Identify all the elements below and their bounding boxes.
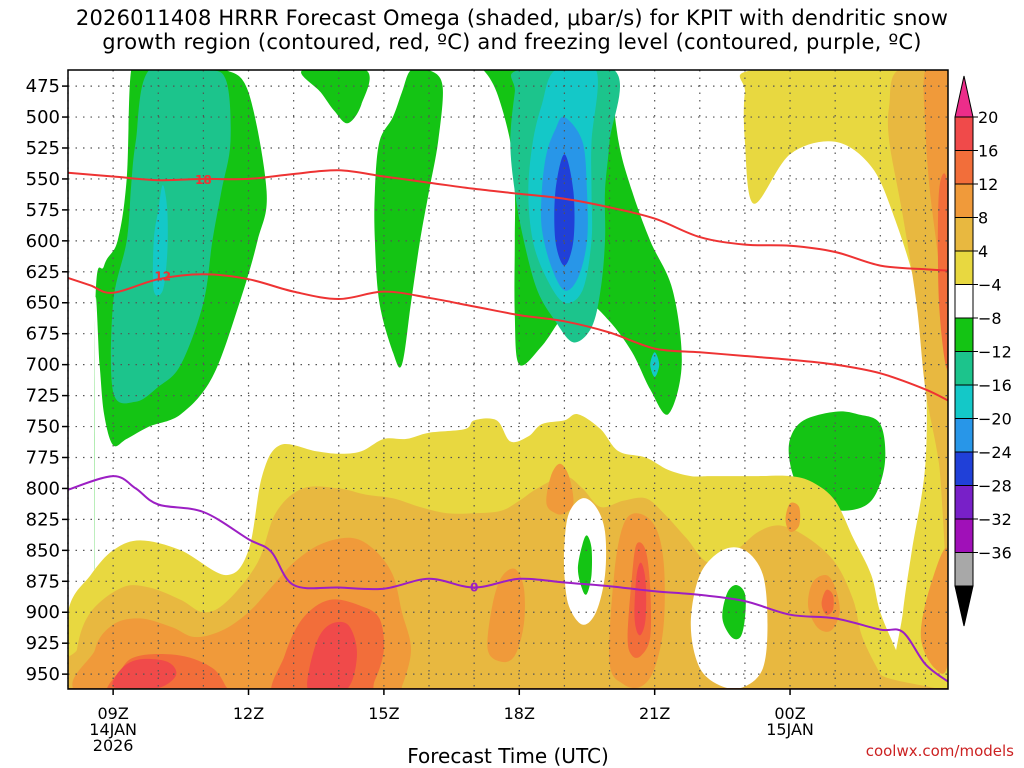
colorbar-swatch	[954, 284, 974, 319]
contour-label-0-1: 12	[154, 270, 171, 284]
colorbar-label: 12	[978, 175, 998, 194]
colorbar-label: −36	[978, 544, 1012, 563]
y-tick-label: 850	[26, 540, 60, 561]
contour-label-1-0: 0	[470, 580, 478, 594]
y-tick-label: 725	[26, 386, 60, 407]
colorbar-swatch	[954, 552, 974, 587]
x-tick-date: 15JAN	[766, 720, 814, 739]
colorbar-swatch	[954, 518, 974, 553]
credit-link[interactable]: coolwx.com/models	[865, 742, 1014, 760]
x-tick-date: 14JAN	[89, 720, 137, 739]
colorbar-label: −28	[978, 477, 1012, 496]
colorbar-swatch	[954, 485, 974, 520]
y-tick-label: 600	[26, 231, 60, 252]
colorbar-swatch	[954, 116, 974, 151]
omega-region-29	[634, 562, 647, 636]
x-tick-label: 18Z	[504, 704, 535, 723]
colorbar-label: −8	[978, 309, 1002, 328]
y-tick-label: 950	[26, 664, 60, 685]
plot-frame	[67, 69, 949, 690]
omega-region-24	[546, 463, 574, 515]
y-tick-label: 675	[26, 324, 60, 345]
colorbar-label: 16	[978, 142, 998, 161]
contour-0-1	[68, 273, 948, 402]
y-tick-label: 625	[26, 262, 60, 283]
colorbar-swatch	[954, 317, 974, 352]
colorbar-label: −24	[978, 443, 1012, 462]
omega-region-2	[152, 185, 168, 296]
y-tick-label: 750	[26, 417, 60, 438]
x-tick-label: 15Z	[368, 704, 399, 723]
colorbar-label: −20	[978, 410, 1012, 429]
colorbar-label: 20	[978, 108, 998, 127]
colorbar-label: −4	[978, 276, 1002, 295]
contour-1-0	[68, 475, 948, 683]
y-tick-label: 825	[26, 509, 60, 530]
colorbar-swatch	[954, 250, 974, 285]
y-tick-label: 925	[26, 633, 60, 654]
omega-region-35	[920, 547, 948, 674]
contour-label-0-0: 18	[195, 173, 212, 187]
chart-title-line2: growth region (contoured, red, ºC) and f…	[102, 30, 922, 54]
omega-region-10	[650, 352, 660, 377]
colorbar-swatch	[954, 217, 974, 252]
y-tick-label: 550	[26, 169, 60, 190]
y-tick-label: 700	[26, 355, 60, 376]
contour-0-0	[68, 169, 948, 272]
colorbar-label: −12	[978, 343, 1012, 362]
colorbar-swatch	[954, 384, 974, 419]
omega-region-1	[110, 70, 231, 404]
omega-region-3	[301, 70, 370, 124]
colorbar-swatch	[954, 183, 974, 218]
y-tick-label: 775	[26, 447, 60, 468]
colorbar-label: −16	[978, 376, 1012, 395]
chart-title: 2026011408 HRRR Forecast Omega (shaded, …	[0, 6, 1024, 54]
colorbar-swatch	[954, 351, 974, 386]
omega-region-22	[307, 621, 357, 689]
omega-region-34	[785, 502, 801, 532]
omega-region-33	[821, 589, 834, 615]
colorbar-swatch	[954, 418, 974, 453]
y-tick-label: 875	[26, 571, 60, 592]
omega-region-26	[577, 535, 593, 595]
colorbar-top-arrow	[954, 75, 974, 118]
y-tick-label: 575	[26, 200, 60, 221]
y-tick-label: 500	[26, 107, 60, 128]
colorbar-swatch	[954, 451, 974, 486]
chart-title-line1: 2026011408 HRRR Forecast Omega (shaded, …	[75, 6, 949, 30]
y-tick-label: 800	[26, 478, 60, 499]
colorbar-label: −32	[978, 510, 1012, 529]
y-tick-label: 475	[26, 76, 60, 97]
y-tick-label: 525	[26, 138, 60, 159]
x-tick-label: 21Z	[639, 704, 670, 723]
x-tick-year: 2026	[93, 736, 134, 755]
colorbar-label: 8	[978, 209, 988, 228]
omega-region-23	[487, 568, 525, 663]
colorbar-bottom-arrow	[954, 585, 974, 627]
x-tick-label: 00Z	[774, 704, 805, 723]
x-tick-label: 09Z	[97, 704, 128, 723]
x-tick-label: 12Z	[233, 704, 264, 723]
colorbar-swatch	[954, 150, 974, 185]
y-tick-label: 900	[26, 602, 60, 623]
colorbar-label: 4	[978, 242, 988, 261]
omega-region-4	[374, 70, 443, 368]
x-axis-label: Forecast Time (UTC)	[407, 744, 609, 768]
y-tick-label: 650	[26, 293, 60, 314]
